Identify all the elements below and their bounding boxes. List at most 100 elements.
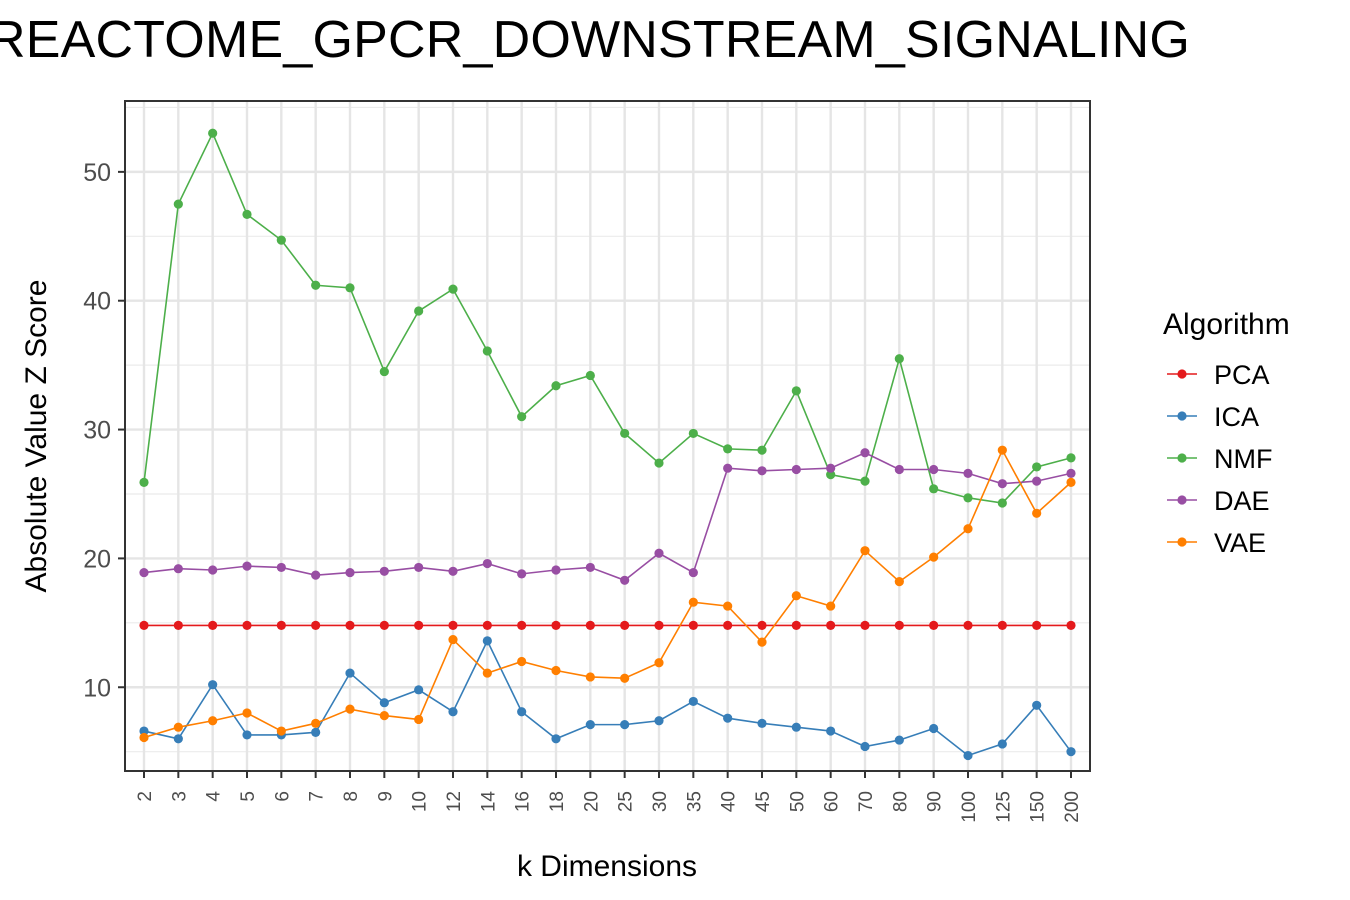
data-point-pca: [551, 620, 561, 631]
data-point-dae: [345, 567, 355, 578]
data-point-ica: [448, 707, 458, 717]
x-tick-label: 90: [925, 791, 946, 812]
data-point-nmf: [826, 470, 836, 480]
data-point-vae: [585, 672, 595, 682]
data-point-dae: [311, 570, 321, 580]
data-point-dae: [448, 566, 458, 576]
data-point-dae: [654, 548, 664, 558]
data-point-vae: [791, 591, 801, 601]
legend-label-ica: ICA: [1214, 402, 1259, 432]
data-point-pca: [242, 620, 252, 631]
data-point-pca: [723, 620, 733, 631]
data-point-nmf: [448, 284, 458, 294]
data-point-nmf: [757, 445, 767, 455]
data-point-vae: [723, 601, 733, 611]
data-point-nmf: [345, 283, 355, 293]
data-point-vae: [688, 597, 698, 607]
data-point-dae: [620, 575, 630, 585]
data-point-nmf: [860, 476, 870, 486]
data-point-dae: [723, 463, 733, 473]
data-point-nmf: [414, 306, 424, 316]
data-point-vae: [620, 673, 630, 683]
data-point-pca: [276, 620, 286, 631]
data-point-dae: [791, 464, 801, 475]
data-point-pca: [929, 620, 939, 631]
x-tick-label: 35: [684, 791, 705, 812]
data-point-vae: [379, 710, 389, 721]
data-point-pca: [208, 620, 218, 631]
data-point-pca: [757, 620, 767, 631]
data-point-pca: [963, 620, 973, 631]
data-point-nmf: [517, 412, 527, 422]
data-point-ica: [1032, 700, 1042, 710]
data-point-dae: [963, 468, 973, 478]
x-tick-label: 8: [341, 791, 362, 802]
x-tick-label: 7: [307, 791, 328, 802]
data-point-dae: [379, 566, 389, 576]
data-point-nmf: [1032, 462, 1042, 472]
data-point-pca: [379, 620, 389, 631]
data-point-nmf: [929, 484, 939, 494]
x-tick-label: 30: [650, 791, 671, 812]
data-point-ica: [379, 698, 389, 708]
x-tick-label: 9: [375, 791, 396, 802]
data-point-vae: [1032, 508, 1042, 518]
data-point-dae: [997, 479, 1007, 489]
data-point-vae: [208, 716, 218, 726]
data-point-vae: [311, 718, 321, 728]
y-axis-title: Absolute Value Z Score: [20, 280, 53, 593]
data-point-pca: [482, 620, 492, 631]
data-point-vae: [242, 708, 252, 718]
data-point-ica: [414, 685, 424, 695]
series-lines: [139, 128, 1076, 761]
data-point-dae: [551, 565, 561, 575]
data-point-nmf: [963, 493, 973, 503]
data-point-nmf: [723, 444, 733, 454]
data-point-pca: [894, 620, 904, 631]
data-point-vae: [448, 634, 458, 645]
data-point-vae: [826, 601, 836, 611]
legend-key-point-pca: [1177, 369, 1187, 379]
y-tick-label: 30: [83, 417, 111, 445]
data-point-pca: [997, 620, 1007, 631]
data-point-nmf: [997, 498, 1007, 508]
data-point-ica: [585, 720, 595, 730]
x-tick-label: 14: [478, 791, 499, 813]
data-point-ica: [620, 720, 630, 730]
legend-key-point-nmf: [1177, 453, 1187, 463]
data-point-ica: [551, 734, 561, 744]
data-point-ica: [654, 716, 664, 726]
data-point-ica: [1066, 747, 1076, 757]
data-point-pca: [517, 620, 527, 631]
data-point-ica: [173, 734, 183, 744]
data-point-pca: [139, 620, 149, 631]
x-tick-label: 10: [410, 791, 431, 812]
series-line-ica: [143, 639, 1072, 757]
x-tick-label: 16: [513, 791, 534, 812]
legend-label-dae: DAE: [1214, 486, 1270, 516]
data-point-nmf: [242, 209, 252, 219]
data-point-dae: [242, 561, 252, 571]
data-point-vae: [757, 637, 767, 647]
data-point-pca: [311, 620, 321, 631]
data-point-dae: [585, 562, 595, 573]
grid: [125, 101, 1090, 771]
data-point-ica: [997, 739, 1007, 749]
x-tick-label: 2: [135, 791, 156, 802]
legend-key-point-dae: [1177, 495, 1187, 505]
x-tick-label: 125: [993, 791, 1014, 823]
data-point-nmf: [311, 280, 321, 290]
data-point-vae: [276, 726, 286, 736]
data-point-dae: [139, 567, 149, 578]
x-tick-label: 5: [238, 791, 259, 802]
data-point-vae: [482, 668, 492, 678]
data-point-ica: [894, 735, 904, 745]
data-point-dae: [826, 463, 836, 473]
data-point-dae: [757, 466, 767, 476]
data-point-ica: [723, 713, 733, 723]
series-line-dae: [143, 451, 1072, 582]
data-point-pca: [585, 620, 595, 631]
data-point-vae: [517, 656, 527, 667]
data-point-dae: [276, 562, 286, 573]
data-point-dae: [517, 569, 527, 579]
